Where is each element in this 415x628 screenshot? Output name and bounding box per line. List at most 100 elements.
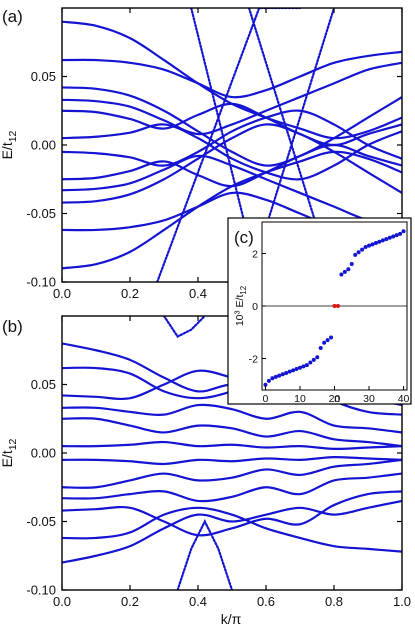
panel-a-band-line-5 <box>62 123 402 181</box>
panel-c-y-axis-label-sub: 12 <box>239 286 248 295</box>
panel-c-data-point <box>280 372 285 377</box>
panel-c-data-point <box>325 338 330 343</box>
panel-c-data-point <box>322 340 327 345</box>
panel-a-y-axis-label-main: E/t <box>0 142 15 159</box>
panel-a-y-tick-label: -0.10 <box>26 275 56 290</box>
panel-c-data-point <box>353 252 358 257</box>
panel-b-band-line-12 <box>62 506 402 553</box>
panel-b-y-tick-label: 0.00 <box>31 446 56 461</box>
panel-a-band-line-9 <box>62 123 402 204</box>
panel-c-data-point <box>301 364 306 369</box>
panel-a-y-axis-label-sub: 12 <box>7 130 19 142</box>
panel-c-label: (c) <box>234 228 254 247</box>
panel-a-plot-area <box>62 8 402 282</box>
panel-b-y-tick-label: 0.05 <box>31 377 56 392</box>
panel-b-dotted-band-2 <box>162 316 206 338</box>
panel-c-data-point <box>339 272 344 277</box>
panel-c-y-axis-label-prefix: 10 <box>234 314 246 326</box>
panel-a-y-tick-label: -0.05 <box>26 206 56 221</box>
panel-c-data-point <box>318 346 323 350</box>
panel-c-y-axis-label-main: E/t <box>234 295 246 311</box>
panel-c-data-point <box>329 335 334 340</box>
panel-c-x-tick-label: 40 <box>398 393 410 405</box>
panel-a-y-axis-label: E/t12 <box>0 130 19 159</box>
panel-c-data-point <box>315 355 320 360</box>
panel-c-data-point <box>391 234 396 239</box>
panel-c-data-point <box>398 231 403 236</box>
panel-a-band-line-3 <box>62 61 402 136</box>
panel-c-data-point <box>311 357 316 362</box>
panel-b-x-axis-label: k/π <box>221 611 242 627</box>
panel-c-data-point <box>384 237 389 242</box>
panel-c-data-point <box>349 262 354 266</box>
panel-a-band-line-8 <box>62 154 402 229</box>
panel-b-x-tick-label: 1.0 <box>393 594 411 609</box>
panel-c-data-point <box>401 229 406 234</box>
panel-c-data-point <box>284 370 289 375</box>
panel-a-dotted-band-1 <box>156 8 302 282</box>
panel-a-band-line-10 <box>62 150 402 270</box>
panel-c-data-point <box>394 233 399 238</box>
panel-c-data-point <box>270 376 275 381</box>
panel-c-data-point <box>291 368 296 373</box>
panel-b-y-axis-label-sub: 12 <box>7 438 19 450</box>
panel-c-data-point <box>342 269 347 274</box>
panel-c-x-tick-label: 20 <box>329 393 341 405</box>
panel-b-band-line-3 <box>62 403 402 434</box>
panel-a-band-line-12 <box>62 50 402 99</box>
panel-b-band-line-4 <box>62 417 402 448</box>
panel-b-x-tick-label: 0.2 <box>121 594 139 609</box>
panel-c-data-point <box>287 369 292 374</box>
panel-c-x-axis-label: n <box>334 393 340 405</box>
panel-c-data-point <box>380 238 385 243</box>
panel-c-data-point <box>263 382 268 387</box>
panel-b-band-line-5 <box>62 440 402 451</box>
panel-c-y-tick-label: 2 <box>252 249 258 261</box>
panel-c-data-point <box>297 365 302 370</box>
panel-b-band-line-6 <box>62 455 402 466</box>
panel-c-data-point <box>363 244 368 249</box>
panel-c-data-point <box>346 267 351 272</box>
panel-c-y-axis-label-sup: 3 <box>232 310 241 314</box>
panel-c-y-axis-label: 103 E/t12 <box>232 286 248 326</box>
panel-c-data-point <box>277 373 282 378</box>
panel-a-band-line-4 <box>62 102 402 147</box>
panel-c-data-point <box>266 378 271 383</box>
panel-c-data-point <box>387 235 392 240</box>
panel-b-y-axis-label: E/t12 <box>0 438 19 467</box>
panel-c-data-point <box>356 250 361 255</box>
panel-c-data-point <box>360 247 365 252</box>
panel-c-x-tick-label: 10 <box>294 393 306 405</box>
panel-c-data-point <box>367 243 372 248</box>
panel-b-band-line-10 <box>62 499 402 564</box>
panel-a: 0.0 0.2 0.4-0.10-0.050.000.05E/t12 <box>0 7 403 301</box>
panel-c-data-point <box>308 360 313 365</box>
panel-c-inset-background <box>227 217 412 405</box>
panel-b-label: (b) <box>2 317 23 336</box>
panel-b-band-line-8 <box>62 472 402 503</box>
panel-c-x-tick-label: 30 <box>363 393 375 405</box>
panel-c-data-point <box>304 363 309 368</box>
panel-a-x-tick-label: 0.4 <box>189 286 207 301</box>
panel-b-x-tick-label: 0.0 <box>53 594 71 609</box>
panel-a-label: (a) <box>2 7 23 26</box>
panel-a-band-line-6 <box>62 109 402 167</box>
panel-c-data-point <box>335 304 340 308</box>
panel-c-y-tick-label: -2 <box>249 354 258 366</box>
panel-b-band-line-9 <box>62 490 402 537</box>
panel-a-x-tick-label: 0.0 <box>53 286 71 301</box>
panel-c-data-point <box>377 239 382 244</box>
panel-b-y-tick-label: -0.05 <box>26 514 56 529</box>
panel-b-x-tick-label: 0.4 <box>189 594 207 609</box>
panel-a-y-tick-label: 0.00 <box>31 138 56 153</box>
panel-b-band-line-7 <box>62 458 402 489</box>
panel-a-band-line-2 <box>62 86 402 167</box>
panel-b-x-tick-label: 0.6 <box>257 594 275 609</box>
panel-c-data-point <box>332 304 337 308</box>
panel-b-y-tick-label: -0.10 <box>26 583 56 598</box>
panel-a-y-tick-label: 0.05 <box>31 69 56 84</box>
panel-c-data-point <box>273 374 278 379</box>
panel-c-data-point <box>370 242 375 247</box>
